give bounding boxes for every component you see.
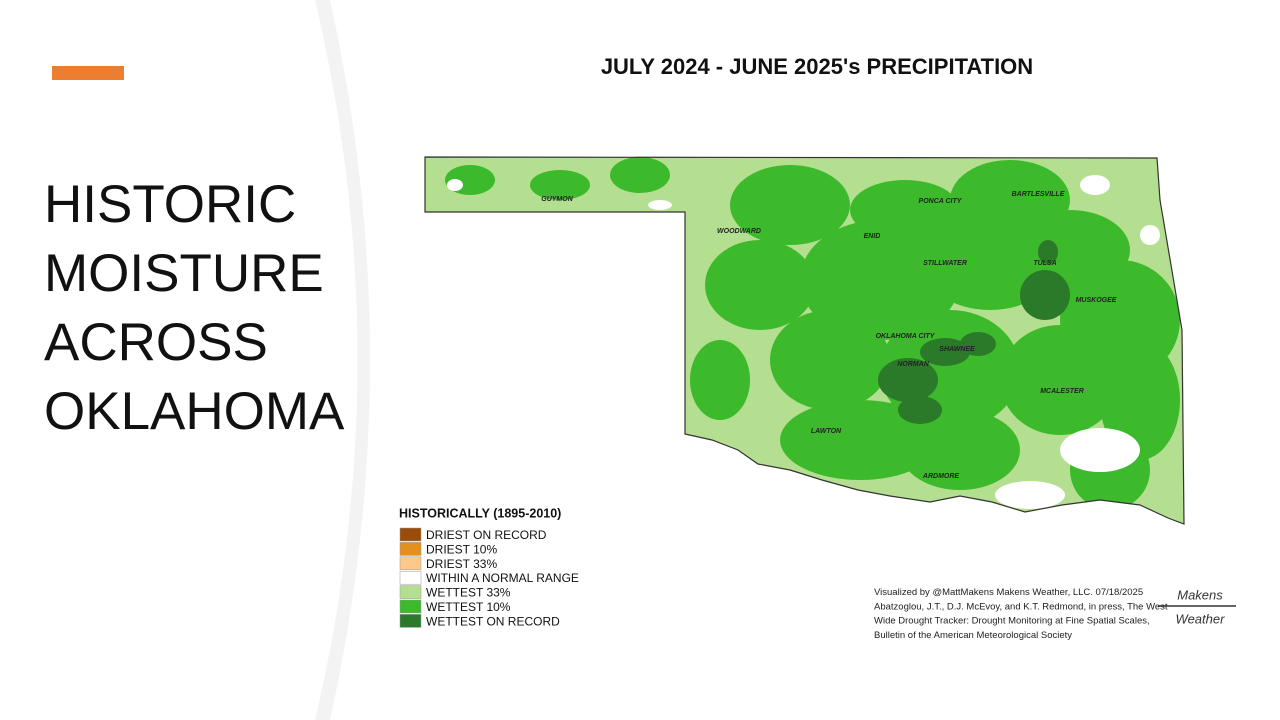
city-label: LAWTON xyxy=(811,428,842,435)
city-label: NORMAN xyxy=(897,361,929,368)
region-normal xyxy=(995,481,1065,509)
region-wet10 xyxy=(705,240,815,330)
legend-label: DRIEST ON RECORD xyxy=(426,528,547,542)
city-label: MUSKOGEE xyxy=(1076,297,1117,304)
region-wet10 xyxy=(610,157,670,193)
legend-label: WITHIN A NORMAL RANGE xyxy=(426,571,579,585)
city-label: STILLWATER xyxy=(923,260,967,267)
credit-line: Abatzoglou, J.T., D.J. McEvoy, and K.T. … xyxy=(874,601,1168,612)
legend-label: WETTEST ON RECORD xyxy=(426,614,560,628)
city-label: ARDMORE xyxy=(922,473,959,480)
region-wet10 xyxy=(690,340,750,420)
region-wet10 xyxy=(780,400,940,480)
region-wet10 xyxy=(900,410,1020,490)
region-record xyxy=(1038,240,1058,264)
legend-label: WETTEST 33% xyxy=(426,586,511,600)
region-wet10 xyxy=(800,220,960,340)
slide-title-line: MOISTURE xyxy=(44,244,324,303)
region-wet10 xyxy=(530,170,590,200)
region-normal xyxy=(1060,428,1140,472)
legend-swatch xyxy=(399,542,422,556)
region-record xyxy=(1020,270,1070,320)
logo: Makens Weather xyxy=(1158,587,1236,626)
city-label: WOODWARD xyxy=(717,228,761,235)
region-normal xyxy=(447,179,463,191)
logo-bottom: Weather xyxy=(1176,611,1226,626)
left-panel xyxy=(0,0,358,720)
legend-swatch xyxy=(399,614,422,628)
legend-swatch xyxy=(399,556,422,571)
region-record xyxy=(960,332,996,356)
legend-swatch xyxy=(399,585,422,599)
legend-swatch xyxy=(399,570,422,585)
map-title: JULY 2024 - JUNE 2025's PRECIPITATION xyxy=(601,54,1033,79)
credit-line: Wide Drought Tracker: Drought Monitoring… xyxy=(874,616,1150,627)
region-wet10 xyxy=(1000,325,1120,435)
region-normal xyxy=(648,200,672,210)
city-label: TULSA xyxy=(1033,260,1056,267)
city-label: MCALESTER xyxy=(1040,388,1084,395)
city-label: ENID xyxy=(864,233,881,240)
region-record xyxy=(920,338,970,366)
city-label: BARTLESVILLE xyxy=(1012,191,1065,198)
legend-label: DRIEST 33% xyxy=(426,557,497,571)
legend-swatch xyxy=(399,527,422,542)
slide-title-line: ACROSS xyxy=(44,313,268,372)
region-wet10 xyxy=(770,310,890,410)
legend-title: HISTORICALLY (1895-2010) xyxy=(399,506,561,520)
slide-title-line: OKLAHOMA xyxy=(44,382,345,441)
logo-top: Makens xyxy=(1177,587,1223,602)
slide-title-line: HISTORIC xyxy=(44,175,296,234)
region-wet10 xyxy=(1100,340,1180,460)
city-label: GUYMON xyxy=(541,196,573,203)
region-normal xyxy=(1140,225,1160,245)
city-label: PONCA CITY xyxy=(919,198,963,205)
credit-line: Visualized by @MattMakens Makens Weather… xyxy=(874,587,1143,598)
region-record xyxy=(898,396,942,424)
legend-label: WETTEST 10% xyxy=(426,600,511,614)
legend-swatch xyxy=(399,599,422,614)
legend-label: DRIEST 10% xyxy=(426,542,497,556)
city-label: OKLAHOMA CITY xyxy=(876,333,936,340)
region-normal xyxy=(1080,175,1110,195)
region-record xyxy=(878,358,938,402)
credit-line: Bulletin of the American Meteorological … xyxy=(874,630,1072,641)
accent-bar xyxy=(52,66,124,80)
city-label: SHAWNEE xyxy=(939,346,975,353)
region-wet10 xyxy=(730,165,850,245)
